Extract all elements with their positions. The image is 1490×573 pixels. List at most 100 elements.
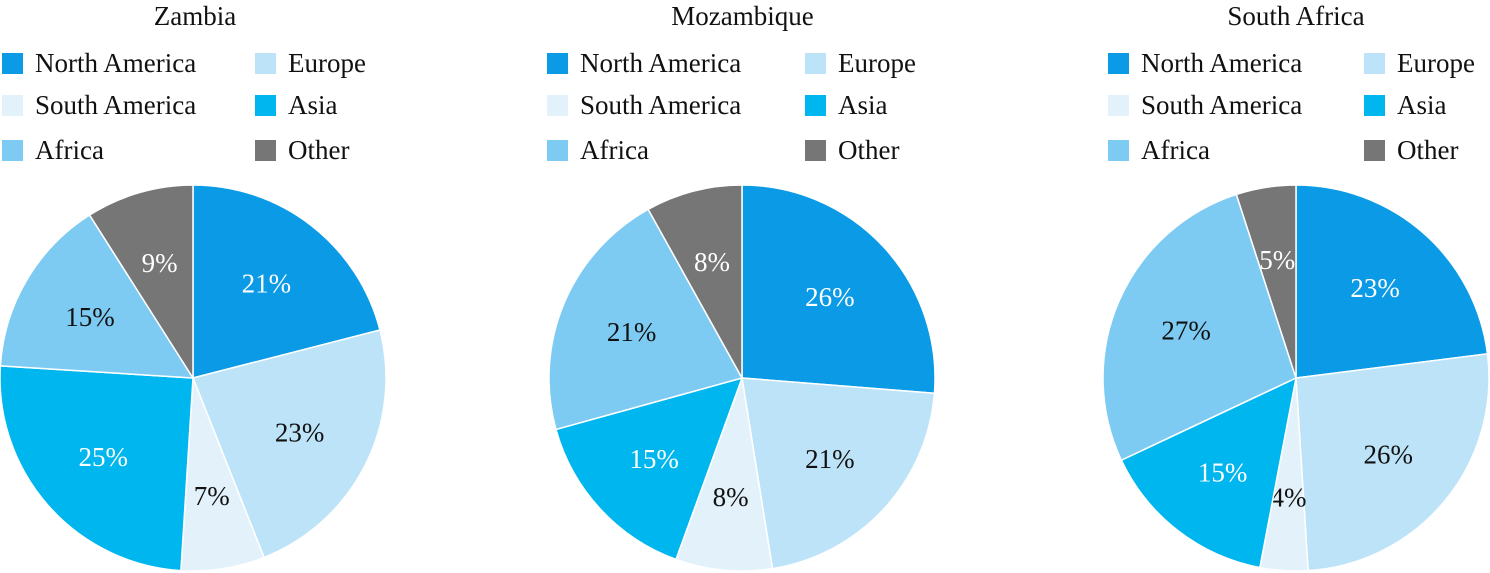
legend-label: Other xyxy=(288,134,350,165)
legend-swatch-asia xyxy=(1364,94,1385,116)
legend-item-europe: Europe xyxy=(255,46,366,80)
data-label-other: 8% xyxy=(694,247,730,277)
legend-swatch-south-america xyxy=(547,94,568,116)
legend-swatch-north-america xyxy=(2,52,23,74)
data-label-south-america: 4% xyxy=(1270,482,1306,512)
legend-label: South America xyxy=(1141,89,1303,120)
data-label-north-america: 26% xyxy=(805,282,855,312)
pie-chart: 21% 23% 7% 25% 15% 9% xyxy=(0,184,387,572)
legend-item-other: Other xyxy=(805,133,899,167)
legend-swatch-africa xyxy=(2,139,23,161)
legend-label: Europe xyxy=(838,47,916,78)
legend-label: Other xyxy=(838,134,900,165)
legend-label: North America xyxy=(35,47,197,78)
legend-swatch-other xyxy=(255,139,276,161)
legend-item-europe: Europe xyxy=(1364,46,1475,80)
pie-slice-south-america xyxy=(675,375,774,572)
data-label-europe: 23% xyxy=(275,417,325,447)
legend-item-other: Other xyxy=(1364,133,1458,167)
chart-title: Mozambique xyxy=(671,1,814,31)
data-label-europe: 21% xyxy=(805,444,855,474)
legend-swatch-other xyxy=(805,139,826,161)
pie-slice-asia xyxy=(1120,376,1298,569)
legend-swatch-europe xyxy=(1364,52,1385,74)
pie-slice-africa xyxy=(548,208,744,431)
legend-item-africa: Africa xyxy=(547,133,649,167)
pie-slice-north-america xyxy=(1295,184,1489,379)
chart-panel-zambia: Zambia North America Europe South Americ… xyxy=(0,0,390,573)
chart-panel-mozambique: Mozambique North America Europe South Am… xyxy=(545,0,940,573)
legend-label: Africa xyxy=(35,134,104,165)
legend-item-asia: Asia xyxy=(255,88,338,122)
legend-label: North America xyxy=(580,47,742,78)
chart-panel-south-africa: South Africa North America Europe South … xyxy=(1102,0,1490,573)
legend-swatch-other xyxy=(1364,139,1385,161)
legend-label: Other xyxy=(1397,134,1459,165)
legend-label: Asia xyxy=(838,89,888,120)
data-label-europe: 26% xyxy=(1363,439,1413,469)
data-label-north-america: 21% xyxy=(242,268,292,298)
data-label-asia: 15% xyxy=(1198,458,1248,488)
legend-label: Europe xyxy=(288,47,366,78)
legend: North America Europe South America Asia … xyxy=(0,44,390,174)
legend-item-africa: Africa xyxy=(2,133,104,167)
pie-slice-europe xyxy=(741,377,936,570)
legend-swatch-south-america xyxy=(1108,94,1129,116)
legend-item-europe: Europe xyxy=(805,46,916,80)
legend: North America Europe South America Asia … xyxy=(545,44,940,174)
legend-swatch-europe xyxy=(805,52,826,74)
data-label-south-america: 8% xyxy=(713,482,749,512)
pie-slice-europe xyxy=(191,329,387,559)
pie-chart: 26% 21% 8% 15% 21% 8% xyxy=(548,184,936,572)
pie-slice-other xyxy=(647,184,743,381)
legend-item-north-america: North America xyxy=(2,46,196,80)
legend-item-south-america: South America xyxy=(547,88,741,122)
pie-chart: 23% 26% 4% 15% 27% 5% xyxy=(1102,184,1490,572)
legend-swatch-south-america xyxy=(2,94,23,116)
data-label-asia: 25% xyxy=(78,442,128,472)
data-label-africa: 21% xyxy=(607,317,657,347)
pie-slice-other xyxy=(88,184,194,381)
legend-label: Asia xyxy=(288,89,338,120)
pie-slice-north-america xyxy=(741,184,936,395)
legend-item-other: Other xyxy=(255,133,349,167)
data-label-asia: 15% xyxy=(629,444,679,474)
legend-item-south-america: South America xyxy=(1108,88,1302,122)
legend-item-africa: Africa xyxy=(1108,133,1210,167)
legend-swatch-asia xyxy=(805,94,826,116)
data-label-other: 5% xyxy=(1259,245,1295,275)
legend-item-south-america: South America xyxy=(2,88,196,122)
legend-label: Europe xyxy=(1397,47,1475,78)
pie-slice-africa xyxy=(1102,193,1297,462)
legend-item-asia: Asia xyxy=(1364,88,1447,122)
pie-slice-north-america xyxy=(192,184,381,379)
pie-slice-europe xyxy=(1295,352,1490,572)
chart-title: Zambia xyxy=(153,1,237,31)
legend-swatch-africa xyxy=(1108,139,1129,161)
legend-label: Africa xyxy=(1141,134,1210,165)
data-label-other: 9% xyxy=(142,248,178,278)
pie-slice-asia xyxy=(0,365,194,572)
legend-item-north-america: North America xyxy=(547,46,741,80)
data-label-africa: 15% xyxy=(65,302,115,332)
chart-title: South Africa xyxy=(1227,1,1365,31)
data-label-africa: 27% xyxy=(1161,315,1211,345)
legend-label: Asia xyxy=(1397,89,1447,120)
data-label-south-america: 7% xyxy=(194,481,230,511)
data-label-north-america: 23% xyxy=(1350,273,1400,303)
legend-label: South America xyxy=(580,89,742,120)
legend-label: North America xyxy=(1141,47,1303,78)
legend: North America Europe South America Asia … xyxy=(1102,44,1490,174)
legend-swatch-asia xyxy=(255,94,276,116)
legend-swatch-north-america xyxy=(1108,52,1129,74)
legend-label: South America xyxy=(35,89,197,120)
legend-swatch-africa xyxy=(547,139,568,161)
legend-swatch-north-america xyxy=(547,52,568,74)
legend-item-asia: Asia xyxy=(805,88,888,122)
legend-label: Africa xyxy=(580,134,649,165)
pie-slice-asia xyxy=(555,376,744,561)
legend-swatch-europe xyxy=(255,52,276,74)
pie-slice-other xyxy=(1235,184,1297,379)
pie-slice-africa xyxy=(0,214,195,379)
